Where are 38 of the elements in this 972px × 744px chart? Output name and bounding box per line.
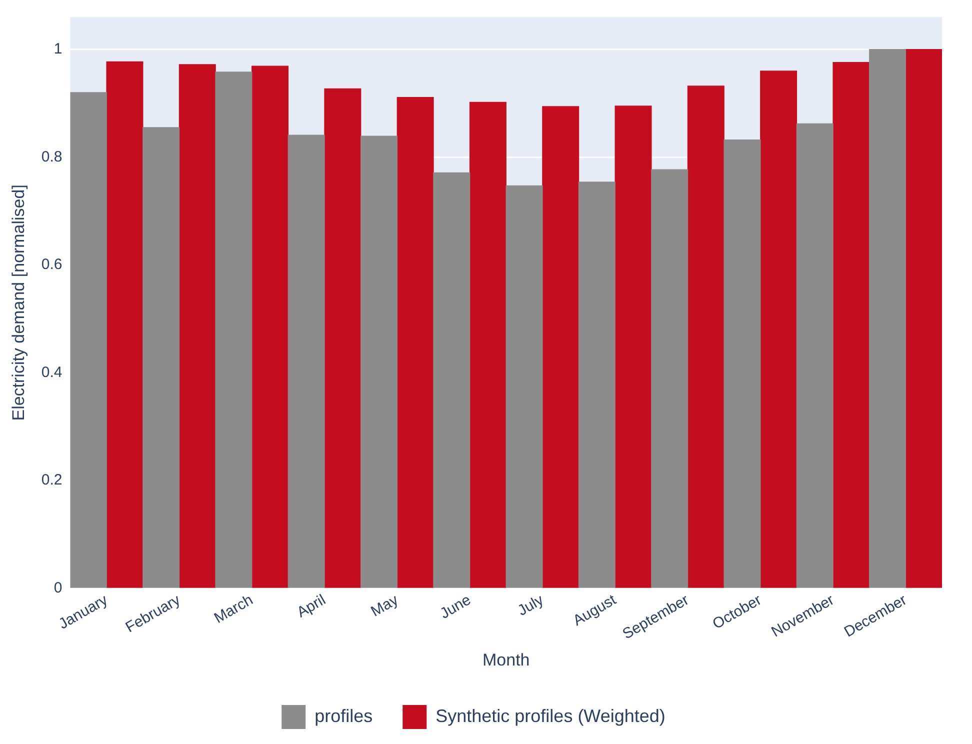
bar — [252, 66, 289, 588]
bar — [106, 61, 144, 588]
bar — [288, 134, 325, 588]
y-tick-label: 0.2 — [41, 472, 62, 489]
bar — [651, 169, 688, 588]
bar — [178, 64, 216, 588]
bar — [324, 88, 362, 588]
bar — [760, 70, 798, 588]
bar — [869, 49, 906, 588]
bar — [687, 86, 724, 588]
y-axis-title: Electricity demand [normalised] — [8, 184, 28, 421]
bar — [70, 92, 107, 588]
bar — [360, 136, 398, 588]
bar — [832, 62, 870, 588]
bar — [396, 96, 434, 588]
bar — [506, 185, 543, 588]
bar — [905, 49, 942, 588]
bar — [796, 123, 834, 588]
bar — [433, 172, 470, 588]
x-axis-title: Month — [482, 650, 530, 670]
bar — [142, 127, 180, 588]
bar — [542, 106, 580, 588]
bar — [578, 182, 616, 588]
bar — [724, 140, 761, 588]
legend-label: Synthetic profiles (Weighted) — [436, 706, 666, 726]
x-tick-label: May — [368, 591, 402, 620]
bar — [215, 72, 252, 588]
x-tick-label: July — [514, 591, 547, 620]
bar — [614, 106, 652, 588]
bar — [469, 102, 506, 588]
y-tick-label: 0 — [54, 579, 62, 596]
x-tick-label: June — [437, 591, 474, 622]
legend-label: profiles — [314, 706, 373, 726]
y-tick-label: 0.4 — [41, 364, 62, 381]
x-tick-label: April — [294, 591, 329, 622]
y-tick-label: 0.6 — [41, 256, 62, 274]
y-tick-label: 0.8 — [41, 148, 62, 166]
y-tick-label: 1 — [54, 40, 62, 58]
